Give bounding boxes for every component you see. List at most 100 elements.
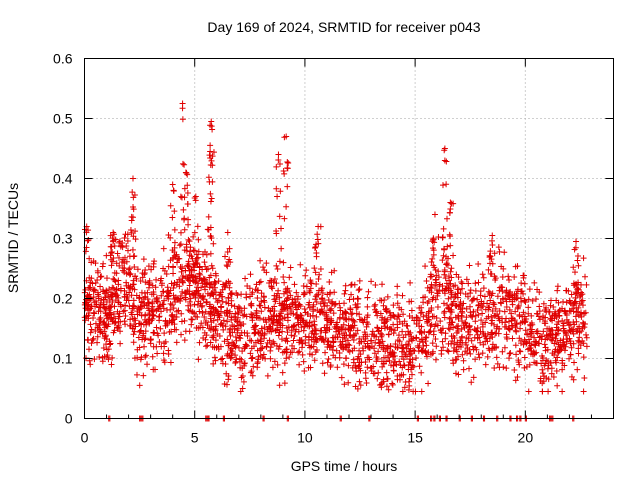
data-point [312,243,319,250]
data-point [554,283,561,290]
data-point [408,307,415,314]
data-point [127,322,134,329]
data-point [187,278,194,285]
data-point [169,302,176,309]
data-point [251,343,258,350]
data-point [315,240,322,247]
data-point [142,279,149,286]
data-point [113,260,120,267]
data-point [201,259,208,266]
data-point [409,314,416,321]
data-point [268,328,275,335]
data-point [492,330,499,337]
data-point [413,355,420,361]
data-point [125,269,132,276]
data-point [359,345,366,352]
data-point [215,311,222,318]
data-point [274,266,281,273]
data-point [465,280,472,287]
data-point [261,304,268,311]
data-point [171,208,178,215]
data-point [399,348,406,355]
data-point [479,271,486,278]
data-point [427,273,434,280]
data-point [228,291,235,298]
data-point [261,299,268,306]
data-point [292,299,299,306]
data-point [107,314,114,321]
data-point [289,296,296,303]
data-point [232,359,239,366]
data-point [580,255,587,262]
data-point [296,361,303,368]
data-point [406,382,413,389]
data-point [433,343,440,350]
data-point [321,370,328,377]
data-point [241,360,248,367]
data-point [440,300,447,307]
data-point [439,234,446,241]
data-point [274,361,281,368]
data-point [528,342,535,349]
data-point [427,351,434,358]
data-point [266,337,273,344]
data-point [191,229,198,236]
data-point [483,335,490,342]
data-point [299,317,306,324]
data-point [282,288,289,295]
data-point [475,279,482,286]
data-point [346,325,353,332]
data-point [485,313,492,320]
data-point [146,307,153,314]
data-point [210,291,217,298]
data-point [110,237,117,244]
data-point [141,343,148,350]
data-point [485,304,492,311]
data-point [484,300,491,307]
data-point [284,311,291,318]
data-point [375,369,382,376]
data-point [462,320,469,327]
data-point [418,309,425,316]
data-point [281,170,288,177]
data-point [133,275,140,282]
data-point [565,319,572,326]
data-point [212,295,219,302]
data-point [328,315,335,322]
data-point [491,273,498,280]
data-point [215,278,222,285]
data-point [459,280,466,287]
data-point [412,335,419,342]
data-point [112,319,119,326]
data-point [389,381,396,388]
data-point [257,330,264,337]
data-point [440,309,447,316]
data-point [492,276,499,283]
data-point [383,383,390,390]
data-point [290,310,297,317]
data-point [501,249,508,256]
data-point [447,233,454,240]
data-point [239,348,246,355]
data-point [305,333,312,340]
data-point [284,329,291,336]
data-point [317,300,324,307]
data-point [85,227,92,234]
data-point [128,229,135,236]
data-point [391,359,398,366]
data-point [219,355,226,362]
data-point [390,321,397,328]
data-point [247,271,254,278]
data-point [179,278,186,285]
data-point [243,313,250,320]
data-point [214,316,221,323]
data-point [430,294,437,301]
data-point [533,360,540,367]
data-point [451,344,458,351]
data-point [408,337,415,344]
data-point [408,298,415,305]
data-point [276,213,283,220]
data-point [136,306,143,313]
data-point [425,310,432,317]
data-point [106,311,113,318]
